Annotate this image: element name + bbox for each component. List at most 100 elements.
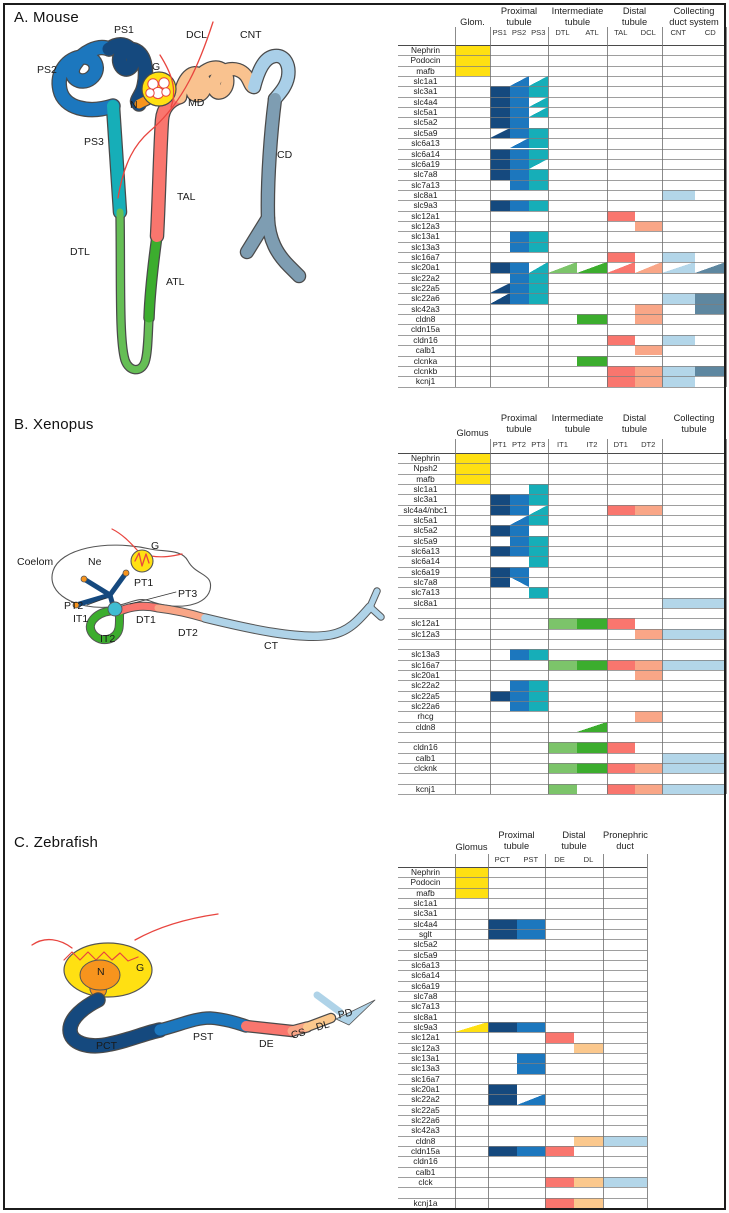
- grid-line: [398, 680, 726, 682]
- gene-label: slc5a2: [413, 939, 438, 950]
- expression-cell: [490, 169, 510, 180]
- expression-cell: [488, 928, 517, 940]
- expression-cell: [634, 628, 662, 639]
- grid-line: [398, 453, 726, 455]
- diagram-label-dtl: DTL: [70, 246, 90, 258]
- expression-cell: [662, 783, 726, 794]
- grid-line: [398, 1166, 647, 1168]
- expression-cell: [509, 76, 529, 87]
- gene-label: slc7a13: [411, 1001, 440, 1012]
- gene-label: slc4a4/nbc1: [403, 504, 448, 515]
- grid-line: [662, 439, 663, 794]
- grid-line: [455, 439, 456, 794]
- grid-line: [490, 439, 491, 794]
- grid-line: [398, 303, 726, 305]
- grid-line: [398, 970, 647, 972]
- expression-cell: [634, 711, 662, 722]
- gene-label: calb1: [415, 752, 436, 763]
- expression-cell: [607, 262, 635, 273]
- grid-line: [398, 773, 726, 775]
- diagram-label-it2: IT2: [100, 633, 116, 645]
- expression-cell: [577, 721, 607, 732]
- grid-line: [398, 169, 726, 171]
- grid-line: [398, 231, 726, 233]
- grid-line: [398, 711, 726, 713]
- expression-cell: [545, 1145, 574, 1157]
- grid-line: [398, 45, 726, 47]
- gene-label: slc22a5: [411, 1104, 440, 1115]
- gene-label: slc20a1: [411, 262, 440, 273]
- grid-line: [398, 200, 726, 202]
- grid-line: [398, 721, 726, 723]
- expression-cell: [490, 283, 510, 294]
- column-group-header: Distal tubule: [561, 830, 587, 851]
- grid-line: [398, 618, 726, 620]
- grid-line: [398, 179, 726, 181]
- grid-line: [398, 504, 726, 506]
- grid-line: [603, 854, 604, 1208]
- gene-label: clcnka: [413, 355, 438, 366]
- grid-line: [545, 854, 546, 1208]
- gene-label: slc4a4: [413, 918, 438, 929]
- gene-label: kcnj1: [415, 783, 436, 794]
- column-group-header: Pronephric duct: [603, 830, 648, 851]
- grid-line: [398, 86, 726, 88]
- expression-cell: [634, 376, 662, 387]
- grid-line: [398, 252, 726, 253]
- gene-label: slc8a1: [413, 597, 438, 608]
- expression-cell: [509, 148, 529, 159]
- expression-cell: [528, 649, 548, 660]
- expression-cell: [528, 504, 548, 515]
- column-subheader-dtl: DTL: [555, 28, 570, 37]
- grid-line: [647, 854, 648, 1208]
- grid-line: [398, 1011, 647, 1013]
- expression-cell: [607, 252, 635, 263]
- expression-cell: [488, 1083, 517, 1095]
- diagram-label-ne: Ne: [88, 556, 102, 568]
- column-group-header: Proximal tubule: [498, 830, 535, 851]
- grid-line: [398, 127, 726, 129]
- diagram-label-dt1: DT1: [136, 614, 156, 626]
- expression-cell: [528, 138, 548, 149]
- expression-cell: [528, 700, 548, 712]
- expression-cell: [490, 545, 510, 557]
- diagram-label-coelom: Coelom: [17, 556, 54, 568]
- expression-cell: [528, 293, 548, 304]
- diagram-label-cd: CD: [277, 149, 293, 161]
- gene-label: Nephrin: [410, 867, 441, 877]
- expression-cell: [509, 96, 529, 108]
- grid-line: [398, 700, 726, 702]
- expression-cell: [607, 618, 635, 629]
- gene-label: slc7a8: [413, 169, 438, 180]
- expression-cell: [528, 148, 548, 159]
- gene-label: slc9a3: [413, 1021, 438, 1032]
- expression-cell: [490, 86, 510, 97]
- gene-label: clck: [418, 1176, 433, 1187]
- gene-label: sglt: [419, 928, 432, 939]
- grid-line: [398, 1083, 647, 1085]
- gene-label: slc6a13: [411, 138, 440, 149]
- column-subheader-dt2: DT2: [641, 440, 656, 449]
- grid-line: [398, 556, 726, 558]
- gene-label: slc6a14: [411, 556, 440, 567]
- grid-line: [398, 959, 647, 961]
- expression-cell: [509, 566, 529, 577]
- diagram-label-pt3: PT3: [178, 588, 198, 600]
- gene-label: slc22a2: [411, 1094, 440, 1105]
- gene-label: slc22a6: [411, 293, 440, 304]
- diagram-label-atl: ATL: [166, 276, 185, 288]
- gene-label: slc6a13: [411, 545, 440, 556]
- gene-label: slc6a14: [411, 148, 440, 159]
- gene-label: cldn8: [415, 314, 436, 325]
- expression-cell: [455, 463, 490, 474]
- grid-line: [398, 649, 726, 651]
- gene-label: slc3a1: [413, 908, 438, 919]
- expression-cell: [528, 545, 548, 557]
- expression-cell: [545, 1197, 574, 1208]
- expression-cell: [548, 618, 577, 629]
- gene-label: kcnj1: [415, 376, 436, 387]
- column-header-glom: Glomus: [456, 428, 489, 438]
